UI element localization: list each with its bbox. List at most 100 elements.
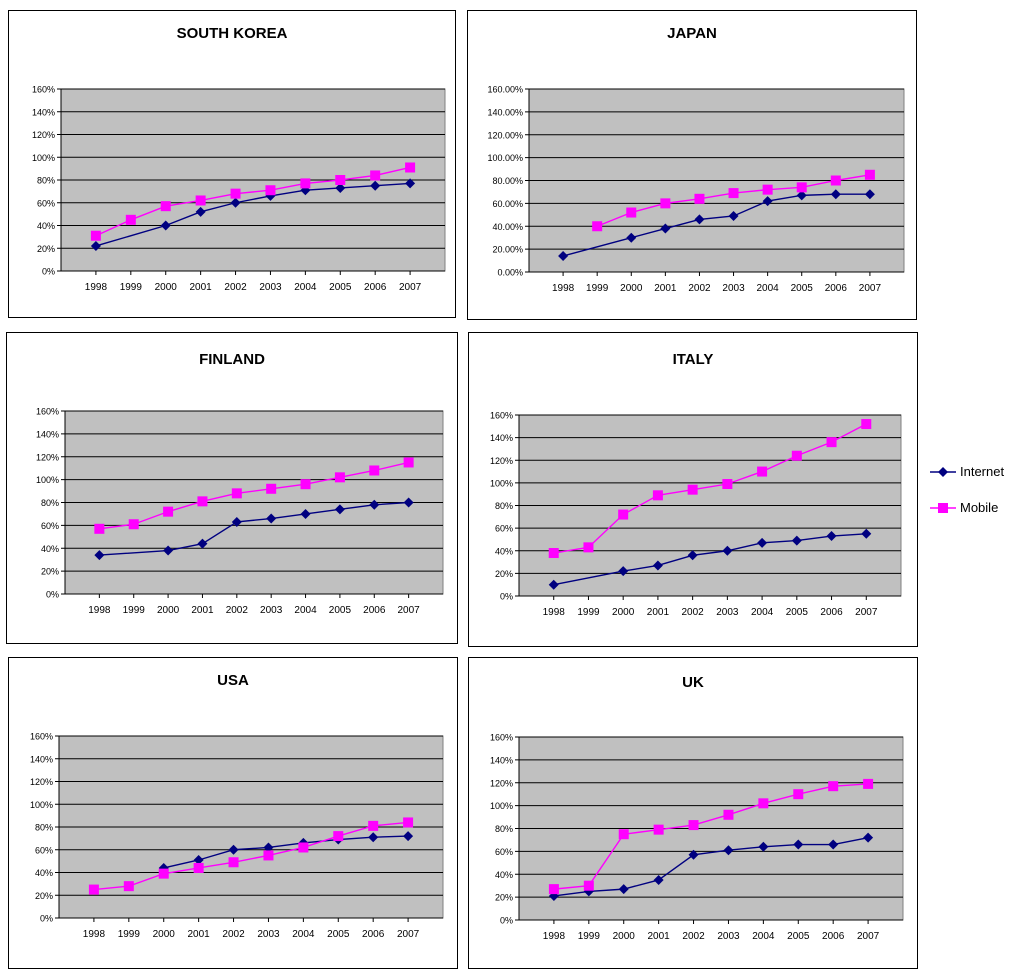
- y-tick-label: 80%: [495, 501, 513, 511]
- y-tick-label: 160%: [490, 411, 513, 421]
- mobile-series-line: [553, 423, 867, 554]
- y-tick-label: 60%: [41, 521, 59, 531]
- x-tick-label: 2005: [327, 929, 350, 940]
- x-tick-label: 2004: [757, 283, 780, 294]
- x-tick-label: 2003: [260, 605, 283, 616]
- x-tick-label: 2001: [647, 607, 670, 618]
- internet-point: [618, 566, 629, 577]
- mobile-point: [300, 479, 311, 490]
- internet-point: [558, 250, 569, 261]
- legend-item-mobile: Mobile: [928, 499, 1032, 517]
- x-tick-label: 2000: [620, 283, 643, 294]
- x-tick-label: 1999: [118, 929, 141, 940]
- internet-point: [405, 178, 416, 189]
- mobile-point: [830, 175, 841, 186]
- x-tick-label: 2003: [257, 929, 280, 940]
- x-tick-label: 1998: [85, 282, 108, 293]
- y-tick-label: 160.00%: [487, 85, 523, 95]
- mobile-point: [618, 509, 629, 520]
- mobile-point: [828, 781, 839, 792]
- internet-point: [722, 545, 733, 556]
- internet-point: [762, 196, 773, 207]
- mobile-point: [370, 170, 381, 181]
- internet-point: [94, 550, 105, 561]
- y-tick-label: 0%: [500, 916, 513, 926]
- y-tick-label: 20%: [41, 567, 59, 577]
- y-tick-label: 60%: [37, 198, 55, 208]
- x-tick-label: 2003: [259, 282, 282, 293]
- x-tick-label: 1998: [543, 607, 566, 618]
- mobile-point: [231, 488, 242, 499]
- x-tick-label: 2007: [397, 929, 420, 940]
- x-tick-label: 1998: [552, 283, 575, 294]
- mobile-point: [687, 484, 698, 495]
- internet-point: [335, 182, 346, 193]
- internet-point: [863, 832, 874, 843]
- chart-panel-japan: 0.00% 20.00% 40.00% 60.00% 80.00% 100.00% 120.…: [467, 10, 917, 320]
- mobile-point: [757, 466, 768, 477]
- internet-point: [728, 210, 739, 221]
- internet-point: [403, 497, 414, 508]
- mobile-point: [88, 884, 99, 895]
- internet-point: [757, 537, 768, 548]
- y-tick-label: 140%: [490, 755, 513, 765]
- x-tick-label: 2001: [648, 931, 671, 942]
- x-tick-label: 1999: [578, 931, 601, 942]
- y-tick-label: 60%: [495, 524, 513, 534]
- mobile-point: [758, 798, 769, 809]
- internet-point: [548, 579, 559, 590]
- mobile-point: [791, 450, 802, 461]
- y-tick-label: 120%: [490, 456, 513, 466]
- mobile-point: [618, 829, 629, 840]
- y-tick-label: 0%: [46, 590, 59, 600]
- x-tick-label: 1999: [120, 282, 143, 293]
- y-tick-label: 100%: [30, 800, 53, 810]
- mobile-point: [723, 809, 734, 820]
- mobile-point: [403, 457, 414, 468]
- y-tick-label: 160%: [490, 733, 513, 743]
- x-tick-label: 2005: [786, 607, 809, 618]
- internet-point: [864, 189, 875, 200]
- y-tick-label: 120%: [30, 777, 53, 787]
- x-tick-label: 2003: [717, 931, 740, 942]
- legend-label-internet: Internet: [960, 464, 1005, 479]
- internet-point: [228, 844, 239, 855]
- x-tick-label: 2003: [716, 607, 739, 618]
- line-chart: 0% 20% 40% 60% 80% 100% 120% 140% 160% 1998 1999 20…: [490, 411, 902, 618]
- y-tick-label: 80%: [495, 824, 513, 834]
- internet-point: [626, 232, 637, 243]
- internet-point: [796, 190, 807, 201]
- internet-point: [861, 528, 872, 539]
- y-tick-label: 80%: [35, 823, 53, 833]
- x-tick-label: 2001: [188, 929, 211, 940]
- x-tick-label: 2001: [190, 282, 213, 293]
- x-tick-label: 2004: [752, 931, 775, 942]
- internet-point: [660, 223, 671, 234]
- line-chart: 0% 20% 40% 60% 80% 100% 120% 140% 160% 1998 1999 20…: [32, 85, 446, 293]
- internet-point: [830, 189, 841, 200]
- internet-point: [791, 535, 802, 546]
- mobile-point: [94, 523, 105, 534]
- mobile-point: [158, 868, 169, 879]
- y-tick-label: 100.00%: [487, 153, 523, 163]
- internet-point: [403, 831, 414, 842]
- internet-point: [266, 513, 277, 524]
- y-tick-label: 0%: [42, 267, 55, 277]
- mobile-point: [728, 188, 739, 199]
- x-tick-label: 2003: [722, 283, 745, 294]
- mobile-point: [125, 214, 136, 225]
- y-tick-label: 40%: [495, 870, 513, 880]
- internet-point: [193, 854, 204, 865]
- mobile-point: [653, 824, 664, 835]
- x-tick-label: 2002: [226, 605, 249, 616]
- mobile-line-square-icon: [930, 503, 956, 513]
- mobile-point: [335, 175, 346, 185]
- x-tick-label: 2002: [688, 283, 711, 294]
- mobile-point: [688, 820, 699, 831]
- y-tick-label: 0%: [500, 592, 513, 602]
- internet-series-line: [163, 835, 409, 869]
- mobile-point: [548, 548, 559, 559]
- mobile-point: [694, 193, 705, 204]
- x-tick-label: 2005: [791, 283, 814, 294]
- mobile-point: [195, 195, 206, 206]
